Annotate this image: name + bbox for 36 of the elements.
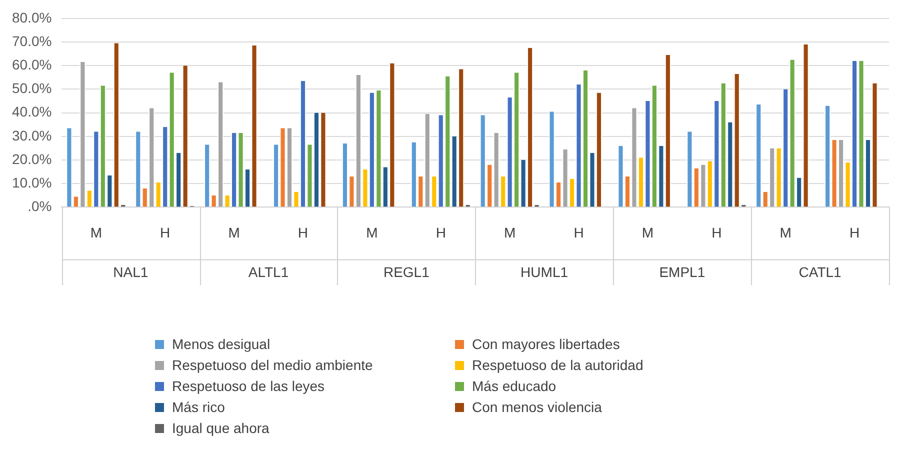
y-tick-label: 40.0% [12,104,52,120]
legend-label: Más educado [472,378,556,394]
x-tick-label: H [160,224,170,240]
x-tick-label: M [642,224,654,240]
legend-label: Menos desigual [172,336,270,352]
y-tick-label: 60.0% [12,56,52,72]
x-tick-label: M [90,224,102,240]
text: REGL1 [383,264,430,280]
x-tick-label: M [366,224,378,240]
text: ALTL1 [248,264,289,280]
x-tick-label: M [504,224,516,240]
text: NAL1 [113,264,148,280]
y-tick-label: 80.0% [12,9,52,26]
y-tick-label: 20.0% [12,150,52,167]
y-tick-label: .0% [28,198,52,214]
legend-label: Más rico [172,399,225,415]
text: CATL1 [798,264,842,280]
y-tick-label: 30.0% [12,127,52,144]
legend-label: Respetuoso del medio ambiente [172,357,373,373]
x-tick-label: H [712,224,722,240]
x-tick-label: H [298,224,308,240]
legend-label: Respetuoso de la autoridad [472,357,644,373]
x-tick-label: H [849,224,860,240]
y-tick-label: 10.0% [12,174,52,190]
y-tick-label: 50.0% [12,80,52,96]
text: EMPL1 [659,264,706,280]
legend-label: Con mayores libertades [472,336,620,352]
x-tick-label: M [780,224,792,240]
legend-label: Igual que ahora [172,420,270,436]
y-tick-label: 70.0% [12,32,52,49]
legend-label: Respetuoso de las leyes [172,378,325,394]
x-tick-label: H [574,224,584,240]
text: HUML1 [520,264,568,280]
legend-label: Con menos violencia [472,399,602,415]
x-tick-label: H [436,224,446,240]
x-tick-label: M [228,224,240,240]
